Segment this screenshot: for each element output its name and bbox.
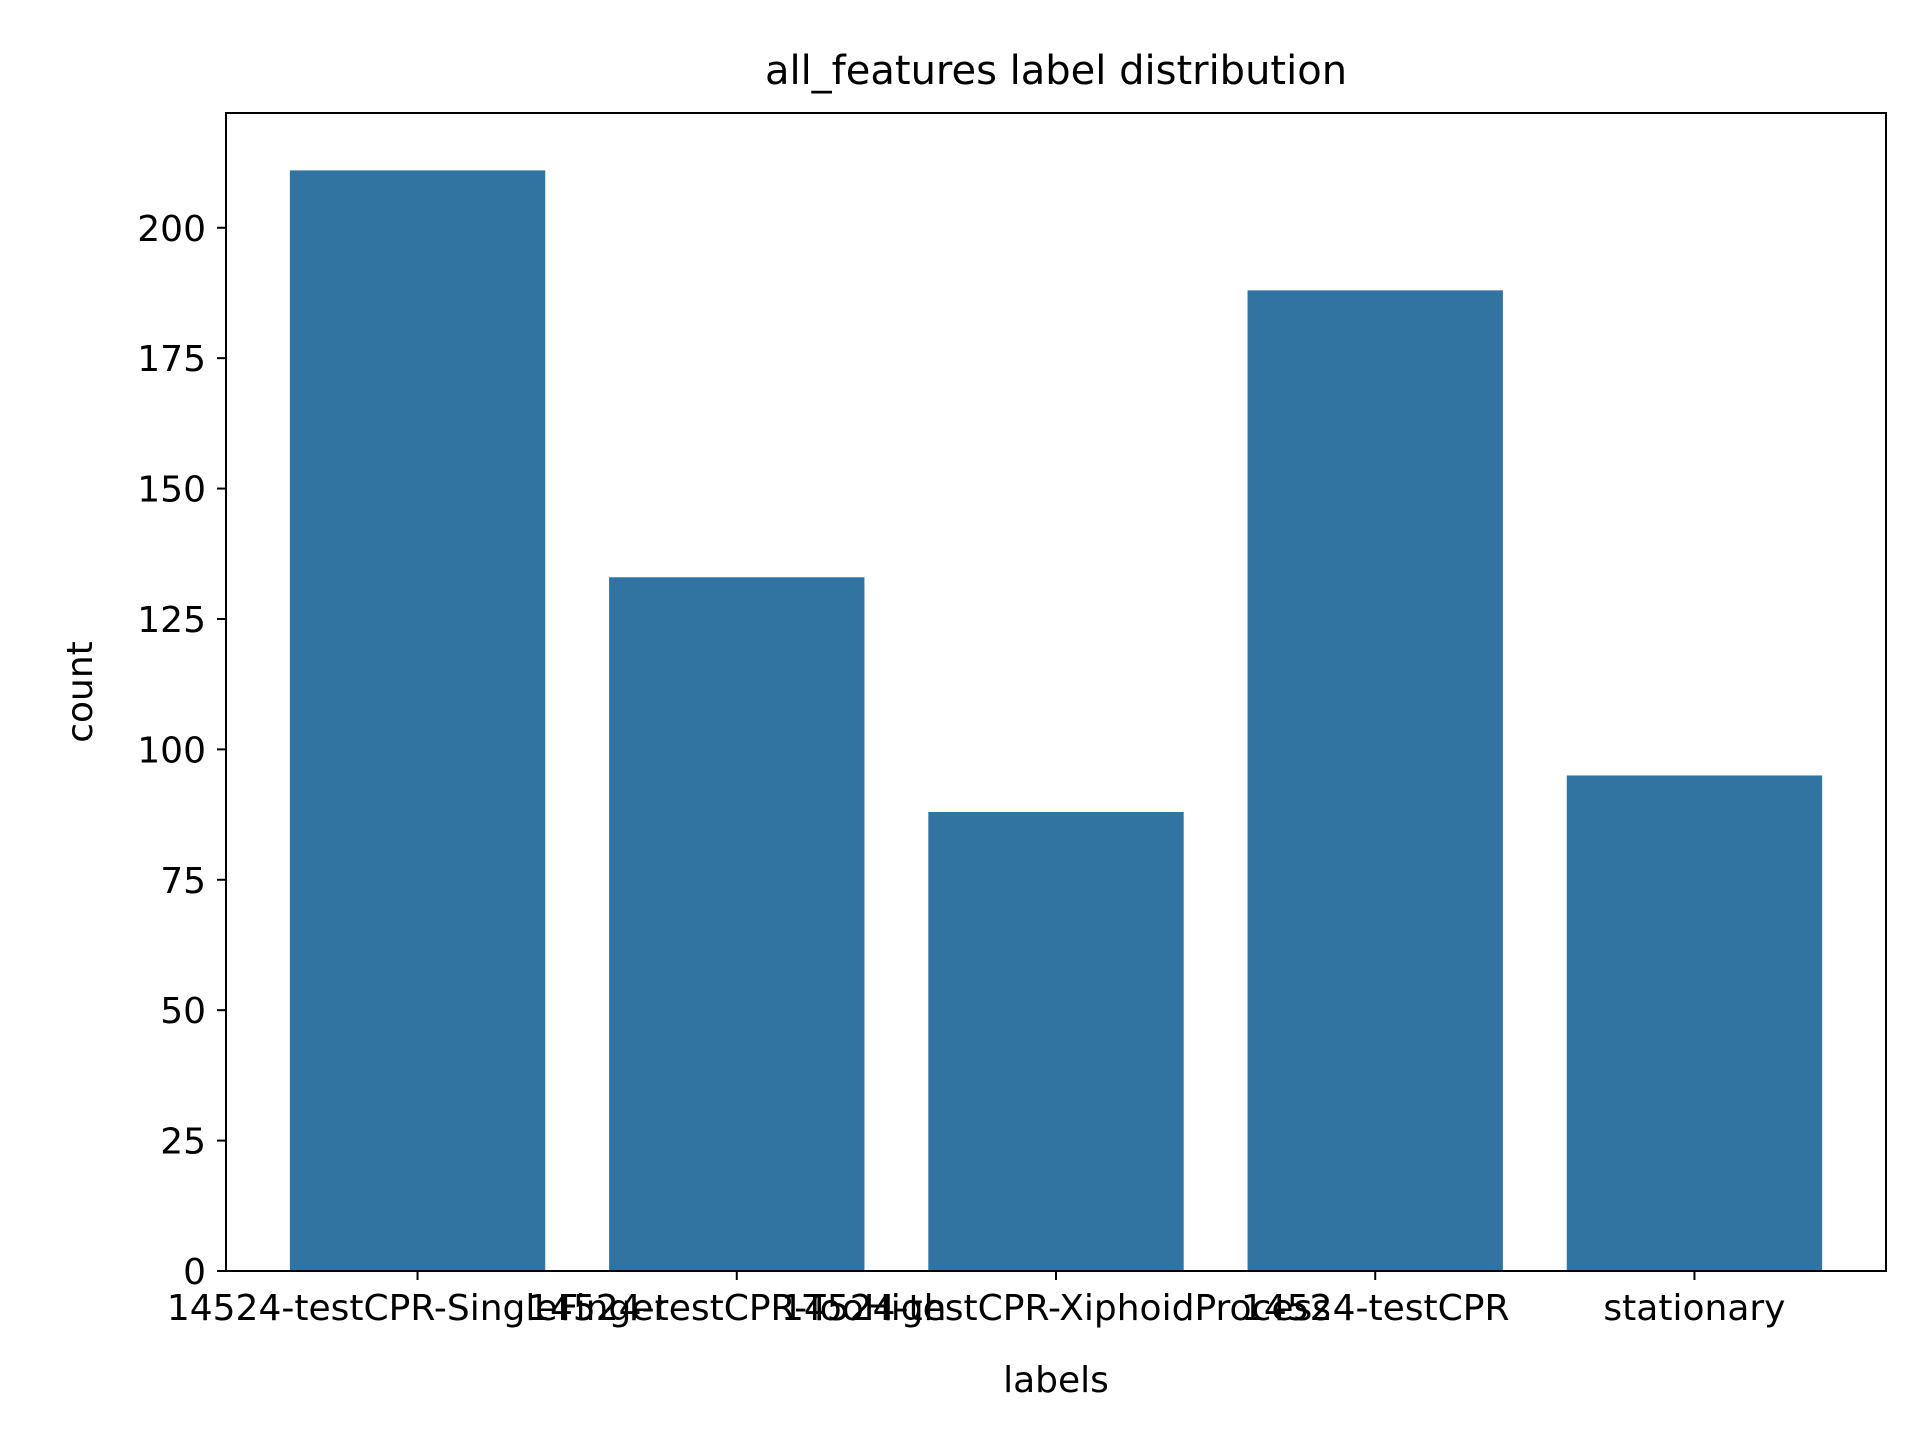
y-tick-label: 75	[160, 861, 206, 902]
bar-5	[1566, 775, 1823, 1271]
x-tick-label: 14524-testCPR-TooHigh	[527, 1288, 946, 1329]
x-axis-ticks: 14524-testCPR-SingleFinger14524-testCPR-…	[167, 1271, 1785, 1329]
y-tick-label: 100	[137, 730, 206, 771]
y-tick-label: 150	[137, 470, 206, 511]
y-tick-label: 25	[160, 1122, 206, 1163]
chart-title: all_features label distribution	[765, 48, 1347, 94]
x-tick-label: stationary	[1603, 1288, 1785, 1329]
x-axis-label: labels	[1003, 1360, 1109, 1401]
plot-frame	[225, 112, 1887, 1272]
y-axis-label: count	[60, 641, 101, 743]
bar-4	[1247, 290, 1503, 1272]
y-tick-label: 175	[137, 339, 206, 380]
bar-2	[609, 577, 865, 1271]
bar-3	[928, 811, 1184, 1271]
x-tick-label: 14524-testCPR	[1241, 1288, 1510, 1329]
x-tick-label: 14524-testCPR-XiphoidProcess	[781, 1288, 1331, 1329]
y-tick-label: 0	[183, 1252, 206, 1293]
y-tick-label: 50	[160, 991, 206, 1032]
bars-layer	[289, 170, 1823, 1272]
y-tick-label: 200	[137, 209, 206, 250]
bar-1	[289, 170, 546, 1271]
y-axis-ticks: 0 25 50 75 100 125 150 175 200	[137, 209, 226, 1293]
x-tick-label: 14524-testCPR-SingleFinger	[167, 1288, 669, 1329]
y-tick-label: 125	[137, 600, 206, 641]
